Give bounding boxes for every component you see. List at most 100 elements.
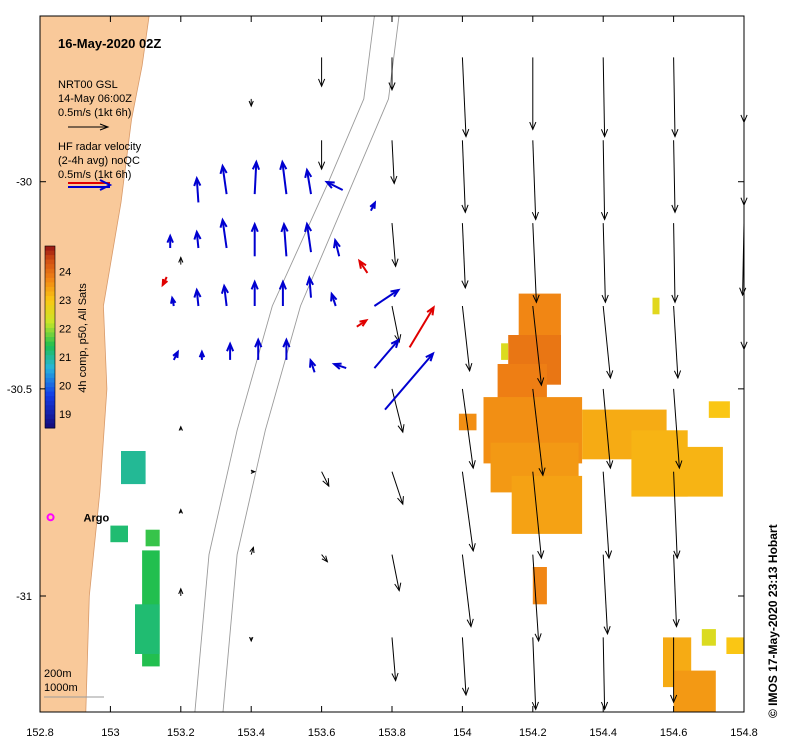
- imos-credit: © IMOS 17-May-2020 23:13 Hobart: [766, 524, 780, 718]
- sst-block: [511, 475, 583, 534]
- colorbar-segment: [45, 355, 55, 361]
- model-vector: [602, 388, 614, 470]
- model-vector: [532, 305, 545, 387]
- isobath-200m-line: [194, 15, 375, 713]
- model-vector: [602, 305, 614, 380]
- model-vector: [532, 554, 542, 643]
- model-vector: [461, 637, 470, 697]
- colorbar-segment: [45, 273, 55, 279]
- sst-block: [673, 670, 716, 712]
- sst-block: [110, 525, 128, 543]
- radar-vector: [373, 338, 401, 369]
- radar-vector: [304, 167, 313, 195]
- model-vector: [321, 554, 329, 563]
- colorbar-segment: [45, 327, 55, 333]
- colorbar-segment: [45, 405, 55, 411]
- x-tick-label: 152.8: [26, 727, 54, 739]
- legend-model-line-1: NRT00 GSL: [58, 79, 118, 91]
- radar-vector: [280, 221, 289, 257]
- colorbar-segment: [45, 382, 55, 388]
- model-vector: [671, 140, 679, 214]
- model-vector: [318, 57, 326, 88]
- radar-vector: [250, 221, 259, 257]
- colorbar-tick-label: 23: [59, 295, 71, 307]
- colorbar-segment: [45, 332, 55, 338]
- model-vector: [249, 546, 255, 555]
- colorbar-segment: [45, 259, 55, 265]
- colorbar-segment: [45, 423, 55, 429]
- legend-model-arrow: [68, 123, 110, 131]
- x-tick-label: 154.4: [589, 727, 617, 739]
- legend-model-line-3: 0.5m/s (1kt 6h): [58, 107, 131, 119]
- sst-colorbar: 19 20 21 22 23 24: [44, 245, 71, 429]
- sst-block: [673, 446, 723, 497]
- colorbar-tick-label: 21: [59, 352, 71, 364]
- radar-vector: [254, 337, 263, 360]
- radar-vector: [305, 275, 314, 298]
- colorbar-segment: [45, 400, 55, 406]
- sst-block: [708, 401, 730, 418]
- model-vector: [390, 140, 398, 185]
- colorbar-segment: [45, 323, 55, 329]
- radar-vector: [219, 163, 228, 195]
- argo-float-marker: [46, 513, 55, 522]
- colorbar-segment: [45, 350, 55, 356]
- model-vector: [321, 471, 330, 488]
- legend-radar-line-3: 0.5m/s (1kt 6h): [58, 169, 131, 181]
- model-vector: [601, 223, 609, 304]
- colorbar-segment: [45, 318, 55, 324]
- radar-vector: [193, 175, 202, 203]
- sst-block: [652, 297, 660, 315]
- model-vector: [532, 471, 545, 560]
- radar-vector: [384, 351, 435, 411]
- model-vector: [388, 57, 396, 92]
- sst-layer: [110, 293, 744, 712]
- sst-block: [726, 637, 744, 654]
- colorbar-segment: [45, 264, 55, 270]
- model-vector: [739, 223, 747, 297]
- colorbar-segment: [45, 291, 55, 297]
- model-vector: [670, 637, 678, 704]
- colorbar-segment: [45, 368, 55, 374]
- model-vector: [391, 388, 405, 434]
- model-vector: [461, 471, 476, 553]
- colorbar-segment: [45, 414, 55, 420]
- radar-vector-flagged: [161, 276, 169, 288]
- radar-vector: [278, 279, 287, 306]
- model-vector: [600, 637, 609, 711]
- colorbar-segment: [45, 373, 55, 379]
- colorbar-segment: [45, 396, 55, 402]
- radar-vector-flagged: [356, 318, 369, 328]
- radar-vector: [282, 337, 291, 360]
- radar-vector: [198, 349, 206, 360]
- colorbar-segment: [45, 255, 55, 261]
- y-tick-label: -31: [16, 591, 32, 603]
- radar-vector: [250, 279, 259, 306]
- land-mass: [39, 15, 150, 713]
- y-axis: -30 -30.5 -31: [7, 177, 744, 603]
- sst-block: [145, 529, 160, 547]
- legend-model-line-2: 14-May 06:00Z: [58, 93, 132, 105]
- model-vector: [391, 554, 402, 592]
- radar-vector: [219, 217, 228, 249]
- colorbar-segment: [45, 277, 55, 283]
- y-tick-label: -30: [16, 177, 32, 189]
- model-vector: [391, 305, 402, 344]
- model-vector: [600, 57, 609, 138]
- sst-block: [458, 413, 477, 431]
- colorbar-segment: [45, 409, 55, 415]
- colorbar-segment: [45, 314, 55, 320]
- x-tick-label: 153.4: [237, 727, 265, 739]
- sst-block: [135, 604, 160, 654]
- model-vector: [178, 256, 184, 265]
- x-tick-label: 154: [453, 727, 471, 739]
- colorbar-segment: [45, 337, 55, 343]
- x-axis: 152.8 153 153.2 153.4 153.6 153.8 154 154.2 154.…: [26, 16, 758, 739]
- colorbar-segment: [45, 341, 55, 347]
- model-vector: [672, 554, 680, 628]
- legend-radar-line-1: HF radar velocity: [58, 141, 142, 153]
- model-vector: [673, 471, 681, 560]
- colorbar-tick-label: 19: [59, 409, 71, 421]
- model-vector: [602, 554, 611, 636]
- colorbar-segment: [45, 296, 55, 302]
